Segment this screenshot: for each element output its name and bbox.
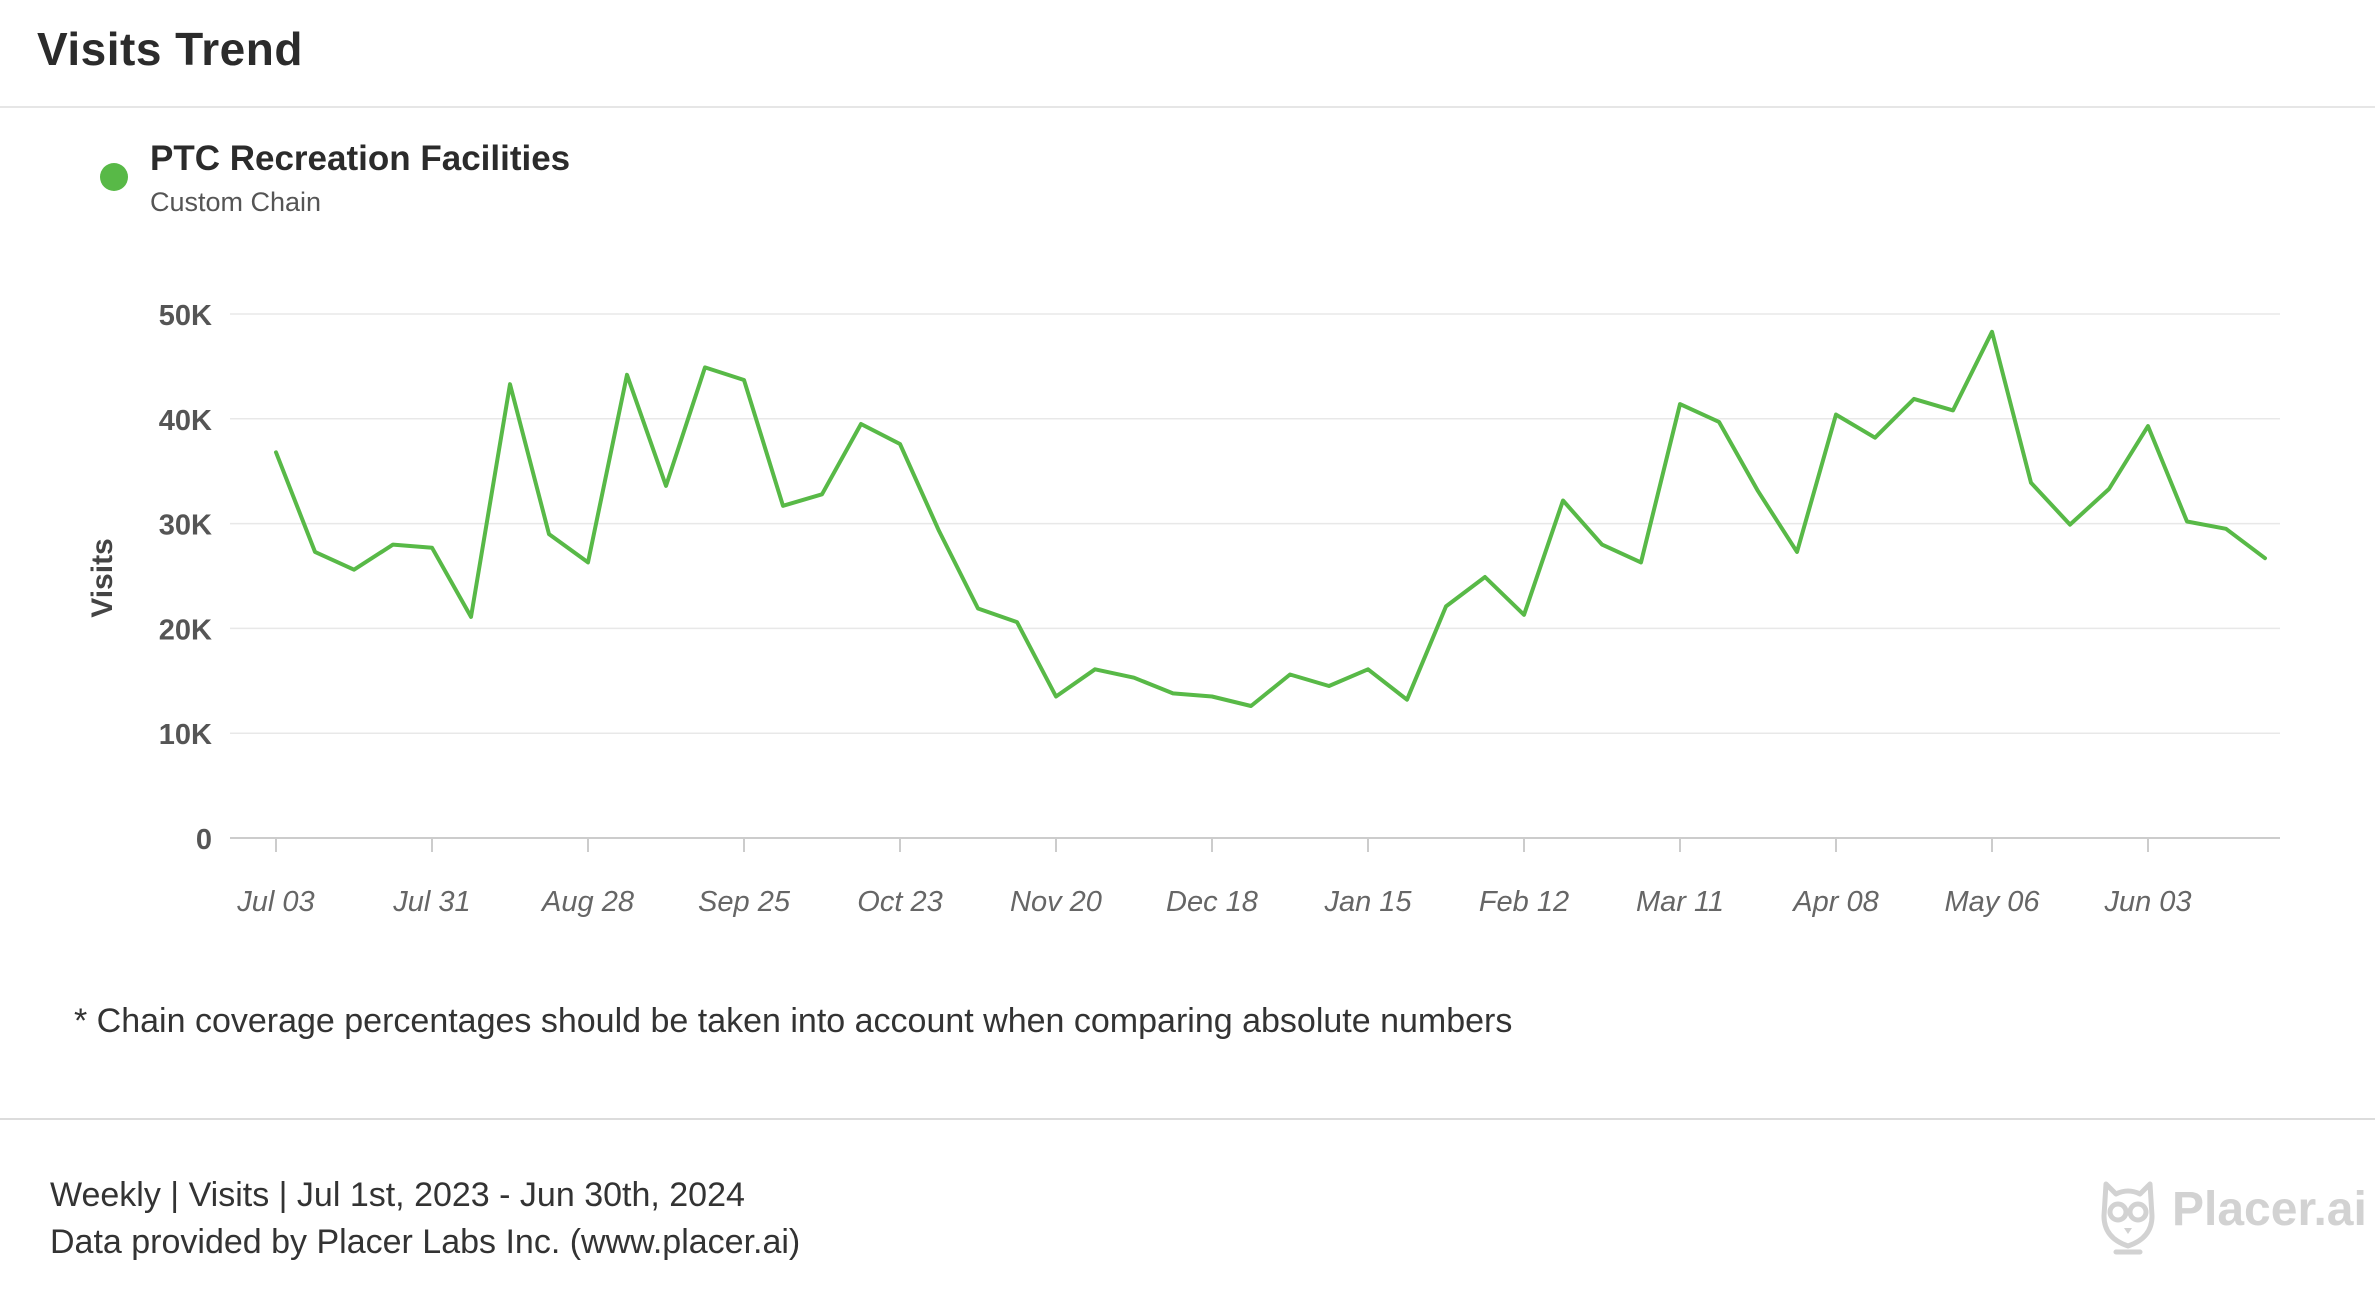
footer-source: Data provided by Placer Labs Inc. (www.p… — [50, 1223, 801, 1261]
legend-series-subtitle: Custom Chain — [150, 187, 322, 217]
x-tick-label: Jun 03 — [2103, 886, 2191, 918]
y-tick-label: 0 — [196, 824, 212, 856]
legend-color-dot — [100, 163, 128, 191]
footer-period: Weekly | Visits | Jul 1st, 2023 - Jun 30… — [50, 1176, 745, 1214]
x-tick-label: Jan 15 — [1323, 886, 1412, 918]
y-axis-label: Visits — [86, 538, 119, 618]
y-tick-label: 40K — [159, 405, 212, 437]
placer-brand: Placer.ai — [2096, 1176, 2367, 1256]
x-tick-label: Apr 08 — [1791, 886, 1878, 918]
brand-name: Placer.ai — [2172, 1183, 2367, 1236]
x-tick-label: Jul 31 — [392, 886, 470, 918]
page-title: Visits Trend — [37, 23, 303, 75]
x-tick-label: Mar 11 — [1636, 886, 1724, 918]
x-tick-label: Jul 03 — [236, 886, 314, 918]
coverage-note: * Chain coverage percentages should be t… — [74, 1002, 1513, 1040]
x-tick-label: Sep 25 — [698, 886, 791, 918]
x-tick-label: Feb 12 — [1479, 886, 1569, 918]
visits-line-chart: 0 10K 20K 30K 40K 50K Visits Jul 03 Jul 31 Aug 28… — [86, 300, 2280, 918]
x-tick-label: Dec 18 — [1166, 886, 1258, 918]
y-tick-label: 10K — [159, 719, 212, 751]
x-tick-label: Aug 28 — [540, 886, 634, 918]
series-line — [274, 329, 2267, 708]
owl-logo-icon — [2101, 1181, 2155, 1255]
x-tick-label: Nov 20 — [1010, 886, 1102, 918]
y-tick-label: 30K — [159, 510, 212, 542]
legend-series-name: PTC Recreation Facilities — [150, 139, 571, 178]
x-tick-label: Oct 23 — [857, 886, 942, 918]
x-tick-label: May 06 — [1944, 886, 2040, 918]
y-tick-label: 50K — [159, 300, 212, 332]
footer-divider — [0, 1118, 2375, 1120]
y-tick-label: 20K — [159, 614, 212, 646]
header: Visits Trend — [0, 0, 2375, 108]
